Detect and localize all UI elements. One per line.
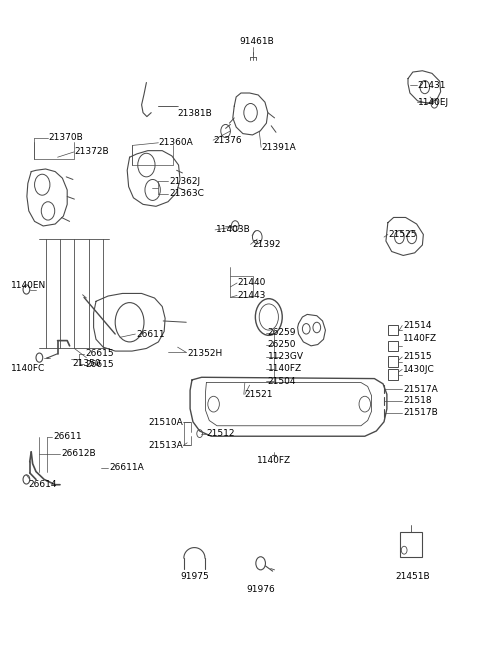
Text: 21513A: 21513A bbox=[149, 441, 183, 450]
Text: 21504: 21504 bbox=[268, 377, 296, 386]
Text: 21360A: 21360A bbox=[158, 138, 193, 147]
Text: 21521: 21521 bbox=[245, 390, 273, 399]
Bar bbox=[400, 532, 422, 557]
Text: 1123GV: 1123GV bbox=[268, 352, 304, 362]
Text: 21362J: 21362J bbox=[169, 177, 200, 186]
Text: 1140FZ: 1140FZ bbox=[403, 334, 437, 343]
Text: 21517B: 21517B bbox=[403, 408, 438, 417]
Text: 26611: 26611 bbox=[137, 329, 166, 339]
Text: 26259: 26259 bbox=[268, 328, 296, 337]
Text: 21363C: 21363C bbox=[169, 189, 204, 198]
Text: 91461B: 91461B bbox=[240, 37, 274, 46]
Text: 26612B: 26612B bbox=[61, 449, 96, 458]
Text: 21451B: 21451B bbox=[396, 572, 430, 582]
Text: 1430JC: 1430JC bbox=[403, 365, 435, 374]
Text: 91975: 91975 bbox=[180, 572, 209, 582]
Text: 21381B: 21381B bbox=[178, 109, 212, 119]
Text: 21431: 21431 bbox=[418, 81, 446, 90]
Text: 21517A: 21517A bbox=[403, 384, 438, 394]
Text: 21518: 21518 bbox=[403, 396, 432, 405]
Text: 26611: 26611 bbox=[54, 432, 83, 441]
Text: 21391A: 21391A bbox=[262, 143, 296, 152]
Text: 21525: 21525 bbox=[389, 230, 417, 239]
Text: 1140EJ: 1140EJ bbox=[418, 98, 449, 107]
Text: 21352H: 21352H bbox=[187, 348, 222, 358]
Text: 26615: 26615 bbox=[85, 349, 114, 358]
Text: 21443: 21443 bbox=[238, 291, 266, 300]
Text: 21370B: 21370B bbox=[48, 133, 83, 142]
Text: 1140FC: 1140FC bbox=[11, 364, 45, 373]
Text: 21514: 21514 bbox=[403, 321, 432, 330]
Text: 21350: 21350 bbox=[72, 359, 101, 368]
Text: 26615: 26615 bbox=[85, 360, 114, 369]
Text: 1140FZ: 1140FZ bbox=[268, 364, 302, 373]
Text: 21510A: 21510A bbox=[149, 418, 183, 427]
Text: 21512: 21512 bbox=[206, 429, 235, 438]
Text: 21372B: 21372B bbox=[74, 147, 109, 157]
Text: 26614: 26614 bbox=[29, 479, 57, 489]
Bar bbox=[388, 341, 398, 351]
Text: 26250: 26250 bbox=[268, 340, 296, 349]
Bar bbox=[388, 369, 398, 380]
Text: 1140EN: 1140EN bbox=[11, 281, 46, 290]
Text: 21392: 21392 bbox=[252, 240, 280, 249]
Text: 11403B: 11403B bbox=[216, 225, 251, 234]
Bar bbox=[230, 276, 253, 297]
Text: 26611A: 26611A bbox=[109, 463, 144, 472]
Text: 91976: 91976 bbox=[246, 585, 275, 594]
Bar bbox=[388, 325, 398, 335]
Text: 21376: 21376 bbox=[214, 136, 242, 145]
Text: 1140FZ: 1140FZ bbox=[256, 456, 291, 465]
Bar bbox=[388, 356, 398, 367]
Text: 21440: 21440 bbox=[238, 278, 266, 288]
Text: 21515: 21515 bbox=[403, 352, 432, 362]
